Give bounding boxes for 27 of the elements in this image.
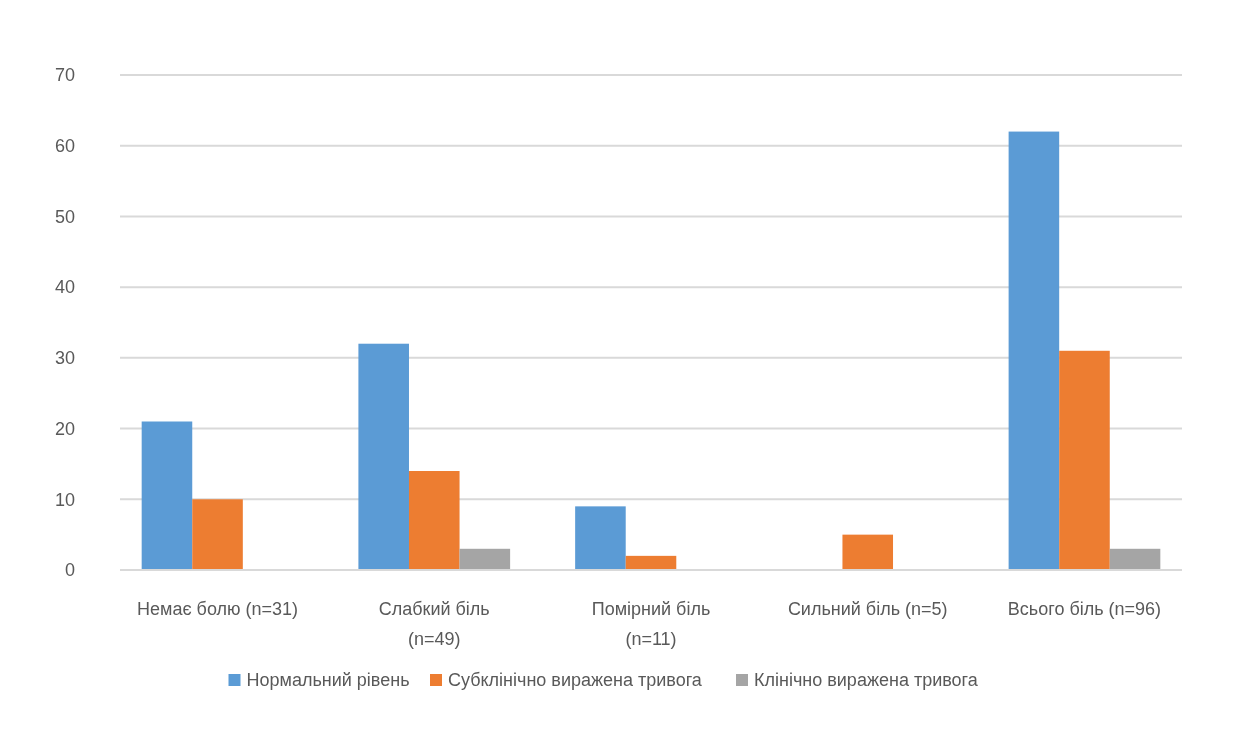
y-tick-label: 20	[54, 418, 75, 439]
x-tick-label: Сильний біль (n=5)	[787, 599, 948, 619]
y-tick-label: 50	[54, 206, 75, 227]
legend-label: Субклінічно виражена тривога	[448, 670, 703, 691]
y-tick-label: 0	[64, 560, 75, 581]
y-tick-label: 70	[54, 65, 75, 86]
y-tick-label: 10	[54, 489, 75, 510]
bar	[192, 499, 243, 570]
y-tick-label: 40	[54, 277, 75, 298]
bar	[459, 548, 511, 570]
x-tick-label: Слабкий біль (n=49)	[378, 599, 490, 649]
bar	[1109, 548, 1161, 570]
bar	[1008, 131, 1060, 570]
legend-label: Клінічно виражена тривога	[754, 670, 979, 691]
bar	[842, 534, 894, 570]
x-tick-label: Помірний біль (n=11)	[591, 599, 711, 649]
bar	[1059, 350, 1110, 570]
y-tick-label: 30	[54, 348, 75, 369]
y-tick-label: 60	[54, 136, 75, 157]
bar	[358, 343, 409, 570]
bar	[141, 421, 193, 570]
legend-label: Нормальний рівень	[246, 670, 410, 691]
bar	[408, 471, 460, 570]
x-tick-label: Всього біль (n=96)	[1007, 599, 1162, 619]
bar	[625, 555, 677, 570]
bar	[575, 506, 626, 570]
x-tick-label: Немає болю (n=31)	[137, 599, 299, 619]
